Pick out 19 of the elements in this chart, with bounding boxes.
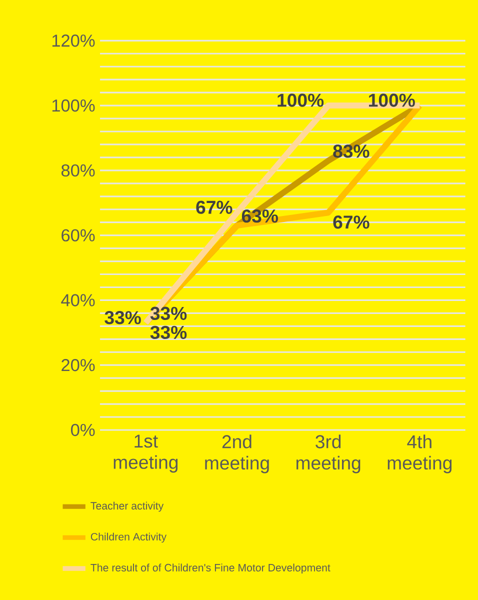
y-tick-label: 20% <box>62 358 95 372</box>
x-tick-label: 2nd meeting <box>205 434 269 474</box>
y-tick-label: 120% <box>52 34 95 47</box>
legend-label: Teacher activity <box>90 502 164 512</box>
data-label: 100% <box>278 94 324 107</box>
x-tick-label: 4th meeting <box>388 434 452 474</box>
data-label: 63% <box>242 209 278 223</box>
y-tick-label: 40% <box>61 294 95 306</box>
legend-label: Children Activity <box>90 532 167 543</box>
y-tick-label: 80% <box>61 164 95 177</box>
y-tick-label: 60% <box>62 229 95 242</box>
data-label: 83% <box>333 144 370 158</box>
x-tick-label: 1st meeting <box>114 434 178 473</box>
data-label: 33% <box>150 326 187 340</box>
y-tick-label: 0% <box>71 424 95 436</box>
x-tick-label: 3rd meeting <box>296 434 360 474</box>
y-tick-label: 100% <box>52 99 95 112</box>
legend-label: The result of of Children's Fine Motor Development <box>90 564 330 574</box>
data-label: 33% <box>104 311 141 324</box>
